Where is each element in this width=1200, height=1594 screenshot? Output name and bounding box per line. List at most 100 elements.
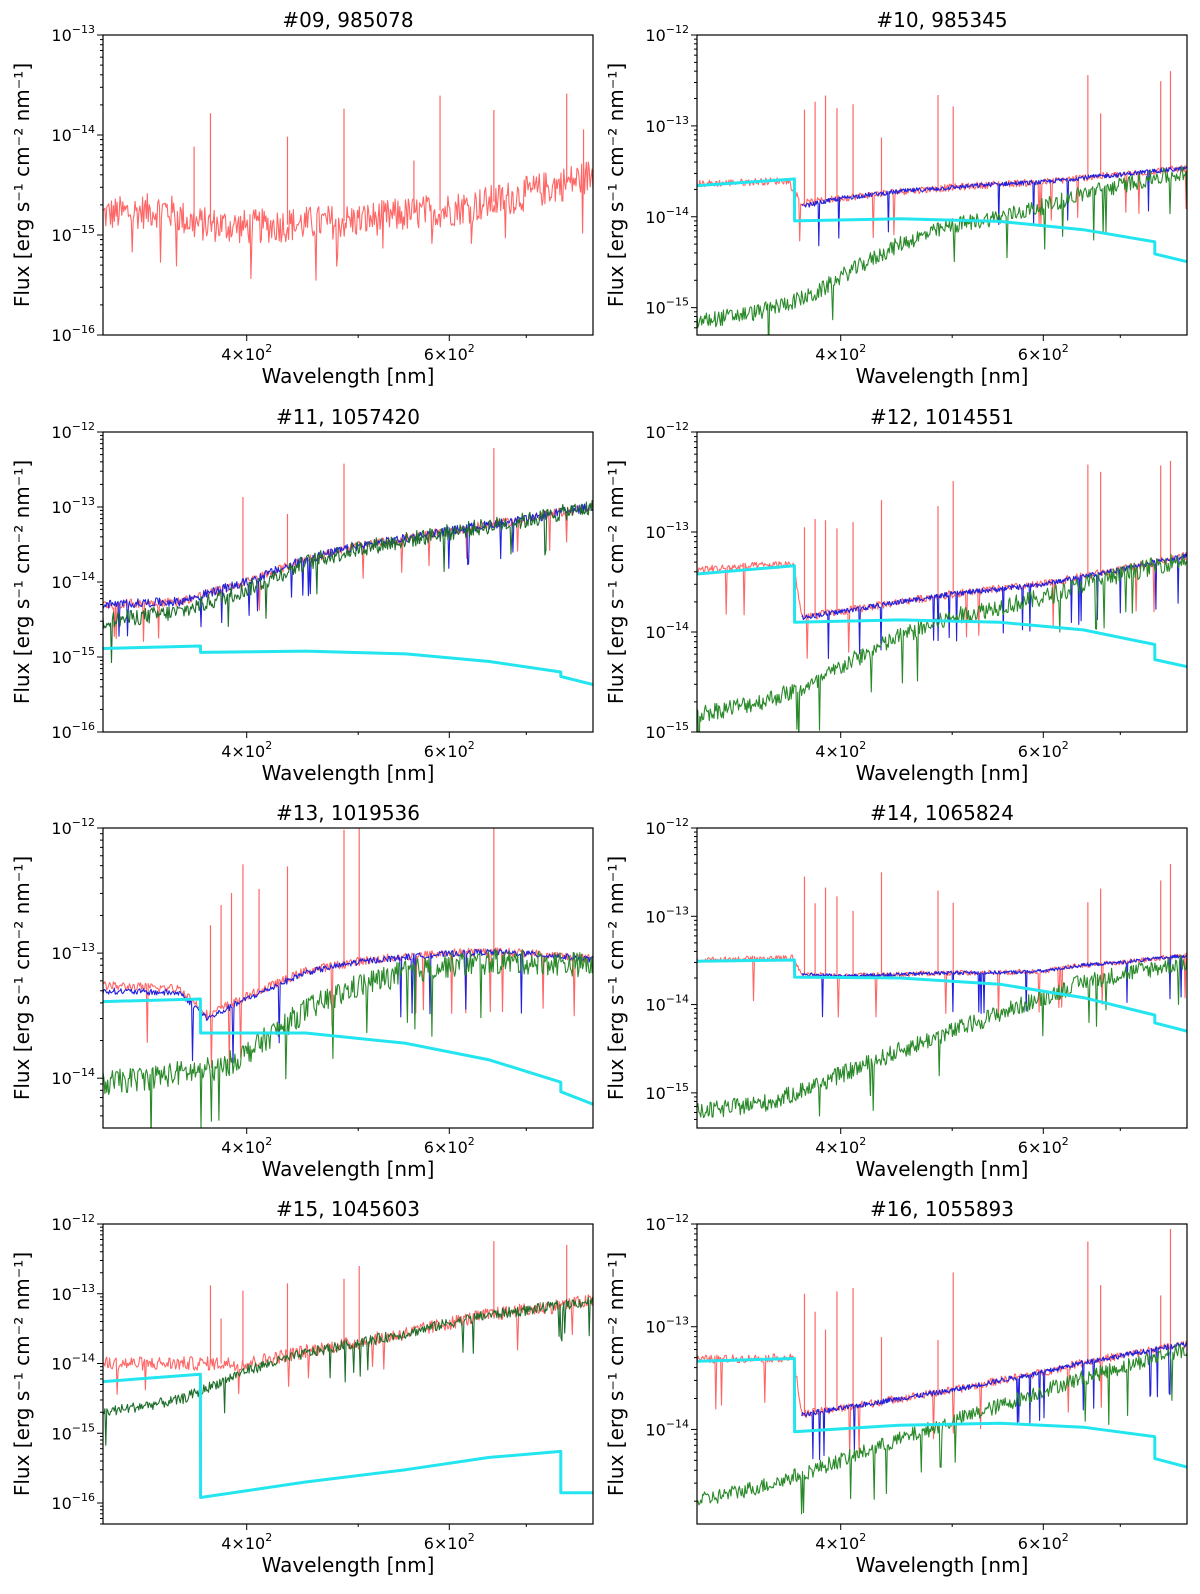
x-tick-label: 4×102 xyxy=(815,1135,866,1157)
y-tick-label: 10−13 xyxy=(645,114,689,136)
panel-title: #16, 1055893 xyxy=(870,1197,1014,1221)
plot-area xyxy=(103,448,593,684)
series-stellar xyxy=(697,554,1187,762)
y-tick-label: 10−16 xyxy=(51,323,95,345)
y-tick-label: 10−13 xyxy=(645,1315,689,1337)
x-tick-label: 4×102 xyxy=(221,342,272,364)
panel-title: #13, 1019536 xyxy=(276,801,420,825)
plot-area xyxy=(103,94,593,281)
plot-area xyxy=(103,1241,593,1497)
panel-title: #14, 1065824 xyxy=(870,801,1014,825)
plot-area xyxy=(697,864,1187,1118)
y-tick-label: 10−16 xyxy=(51,1491,95,1513)
chart-panel-3: 10−1610−1510−1410−1310−124×102 6×102#11, … xyxy=(10,405,593,785)
y-tick-label: 10−13 xyxy=(51,1282,95,1304)
series-stellar xyxy=(103,501,593,663)
series-continuum xyxy=(697,960,1187,1031)
x-axis-label: Wavelength [nm] xyxy=(262,761,435,785)
chart-panel-4: 10−15 10−14 10−13 10−12 4×102 6×102 #12, 10145… xyxy=(604,405,1187,785)
series-continuum xyxy=(103,999,593,1104)
y-tick-label: 10−12 xyxy=(51,420,95,442)
x-tick-label: 4×102 xyxy=(221,739,272,761)
y-tick-label: 10−12 xyxy=(645,23,689,45)
axes-frame xyxy=(103,1224,593,1524)
y-tick-label: 10−14 xyxy=(51,1066,95,1088)
axes-frame xyxy=(697,1224,1187,1524)
plot-area xyxy=(697,1229,1187,1514)
x-tick-label: 6×102 xyxy=(1018,1135,1069,1157)
axes-frame xyxy=(697,828,1187,1128)
x-tick-label: 4×102 xyxy=(221,1531,272,1553)
x-tick-label: 4×102 xyxy=(815,342,866,364)
y-tick-label: 10−13 xyxy=(51,941,95,963)
x-tick-label: 6×102 xyxy=(424,739,475,761)
panel-title: #12, 1014551 xyxy=(870,405,1014,429)
y-tick-label: 10−14 xyxy=(645,1417,689,1439)
panel-title: #09, 985078 xyxy=(282,8,413,32)
y-tick-label: 10−15 xyxy=(645,296,689,318)
y-tick-label: 10−13 xyxy=(51,23,95,45)
y-tick-label: 10−14 xyxy=(645,993,689,1015)
y-tick-label: 10−15 xyxy=(645,1081,689,1103)
y-axis-label: Flux [erg s⁻¹ cm⁻² nm⁻¹] xyxy=(604,1252,628,1496)
panel-title: #15, 1045603 xyxy=(276,1197,420,1221)
y-tick-label: 10−15 xyxy=(51,223,95,245)
x-tick-label: 4×102 xyxy=(221,1135,272,1157)
y-axis-label: Flux [erg s⁻¹ cm⁻² nm⁻¹] xyxy=(604,856,628,1100)
y-tick-label: 10−14 xyxy=(645,205,689,227)
series-continuum xyxy=(103,1374,593,1497)
axes-frame xyxy=(103,432,593,732)
x-axis-label: Wavelength [nm] xyxy=(262,1553,435,1577)
y-tick-label: 10−12 xyxy=(645,420,689,442)
x-tick-label: 6×102 xyxy=(424,342,475,364)
y-tick-label: 10−14 xyxy=(51,570,95,592)
y-axis-label: Flux [erg s⁻¹ cm⁻² nm⁻¹] xyxy=(10,63,34,307)
axes-frame xyxy=(697,35,1187,335)
chart-panel-2: 10−15 10−14 10−13 10−12 4×102 6×102 #10, 98534… xyxy=(604,8,1187,388)
panel-title: #10, 985345 xyxy=(876,8,1007,32)
spectra-figure: 10−16 10−15 10−14 10−13 4×102 6×102 #09, 98507… xyxy=(0,0,1200,1594)
x-axis-label: Wavelength [nm] xyxy=(856,761,1029,785)
x-tick-label: 4×102 xyxy=(815,739,866,761)
y-tick-label: 10−15 xyxy=(51,645,95,667)
plot-area xyxy=(697,71,1187,354)
y-axis-label: Flux [erg s⁻¹ cm⁻² nm⁻¹] xyxy=(10,460,34,704)
axes-frame xyxy=(697,432,1187,732)
y-axis-label: Flux [erg s⁻¹ cm⁻² nm⁻¹] xyxy=(604,63,628,307)
y-tick-label: 10−13 xyxy=(51,495,95,517)
x-axis-label: Wavelength [nm] xyxy=(262,364,435,388)
x-tick-label: 6×102 xyxy=(1018,739,1069,761)
x-tick-label: 6×102 xyxy=(424,1531,475,1553)
series-stellar xyxy=(697,167,1187,354)
series-observed xyxy=(103,948,593,1068)
y-tick-label: 10−13 xyxy=(645,520,689,542)
chart-panel-8: 10−14 10−13 10−12 4×102 6×102 #16, 1055893 Wav… xyxy=(604,1197,1187,1577)
y-tick-label: 10−15 xyxy=(51,1421,95,1443)
y-tick-label: 10−12 xyxy=(645,1212,689,1234)
y-tick-label: 10−14 xyxy=(51,123,95,145)
y-axis-label: Flux [erg s⁻¹ cm⁻² nm⁻¹] xyxy=(10,856,34,1100)
plot-area xyxy=(103,819,593,1142)
series-continuum xyxy=(103,646,593,685)
y-axis-label: Flux [erg s⁻¹ cm⁻² nm⁻¹] xyxy=(10,1252,34,1496)
series-model_total xyxy=(103,1297,593,1445)
x-axis-label: Wavelength [nm] xyxy=(856,364,1029,388)
chart-panel-5: 10−14 10−13 10−12 4×102 6×102 #13, 1019536 Wav… xyxy=(10,801,593,1181)
y-axis-label: Flux [erg s⁻¹ cm⁻² nm⁻¹] xyxy=(604,460,628,704)
y-tick-label: 10−15 xyxy=(645,720,689,742)
y-tick-label: 10−14 xyxy=(51,1352,95,1374)
y-tick-label: 10−12 xyxy=(645,816,689,838)
chart-panel-7: 10−16 10−15 10−14 10−13 10−12 4×102 6×102 #15, … xyxy=(10,1197,593,1577)
x-tick-label: 6×102 xyxy=(1018,1531,1069,1553)
x-axis-label: Wavelength [nm] xyxy=(856,1157,1029,1181)
axes-frame xyxy=(103,828,593,1128)
x-tick-label: 6×102 xyxy=(424,1135,475,1157)
y-tick-label: 10−16 xyxy=(51,720,95,742)
chart-panel-1: 10−16 10−15 10−14 10−13 4×102 6×102 #09, 98507… xyxy=(10,8,593,388)
series-continuum xyxy=(697,566,1187,667)
y-tick-label: 10−12 xyxy=(51,1212,95,1234)
series-observed xyxy=(103,162,593,280)
x-tick-label: 4×102 xyxy=(815,1531,866,1553)
axes-frame xyxy=(103,35,593,335)
x-tick-label: 6×102 xyxy=(1018,342,1069,364)
